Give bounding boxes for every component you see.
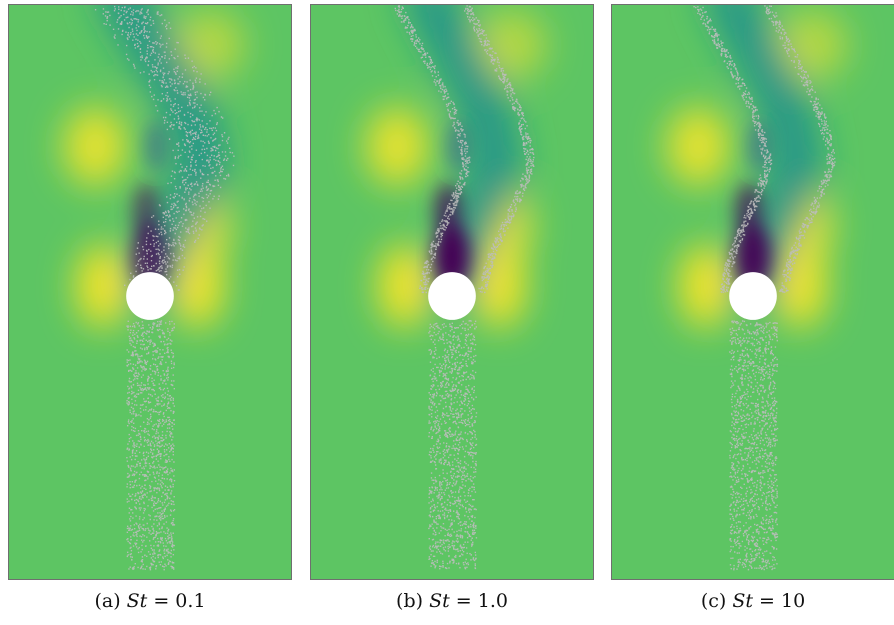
panel-a-image <box>8 4 292 580</box>
particle-field <box>394 5 535 570</box>
caption-b: (b) St = 1.0 <box>310 590 594 612</box>
caption-b-symbol: St <box>429 590 450 612</box>
caption-a-value: = 0.1 <box>147 590 206 612</box>
caption-a: (a) St = 0.1 <box>8 590 292 612</box>
panel-b-image <box>310 4 594 580</box>
caption-c-symbol: St <box>732 590 753 612</box>
particle-field <box>693 5 836 571</box>
caption-b-value: = 1.0 <box>449 590 508 612</box>
panel-c-image <box>611 4 894 580</box>
cylinder <box>729 272 777 320</box>
cylinder <box>428 272 476 320</box>
caption-c-label: (c) <box>700 590 727 612</box>
caption-c-value: = 10 <box>752 590 806 612</box>
caption-a-symbol: St <box>126 590 148 612</box>
caption-b-label: (b) <box>396 590 424 612</box>
caption-c: (c) St = 10 <box>611 590 894 612</box>
cylinder <box>126 272 174 320</box>
caption-a-label: (a) <box>94 590 121 612</box>
